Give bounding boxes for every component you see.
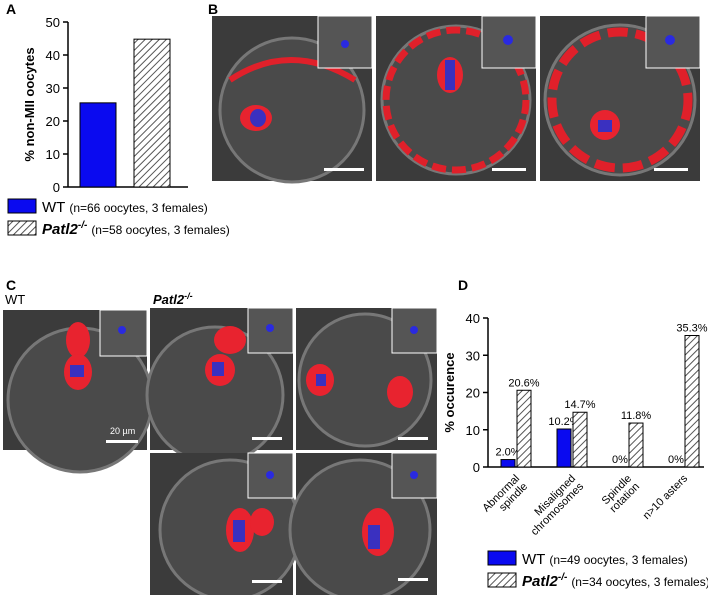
legend-sample: (n=66 oocytes, 3 females): [69, 201, 207, 215]
micrograph: [212, 15, 373, 184]
panel-label: D: [458, 277, 468, 293]
legend-entry: WT (n=49 oocytes, 3 females): [522, 551, 688, 568]
legend-sample: (n=34 oocytes, 3 females): [571, 575, 708, 589]
bar: [516, 389, 532, 468]
value-label: 0%: [668, 454, 684, 466]
y-tick-label: 0: [53, 180, 60, 195]
legend-sample: (n=49 oocytes, 3 females): [549, 553, 687, 567]
value-label: 35.3%: [676, 323, 707, 335]
legend-swatch: [487, 550, 517, 566]
legend-name: WT: [42, 199, 65, 216]
micrograph: [145, 307, 294, 465]
bar: [684, 335, 700, 468]
y-tick-label: 0: [473, 460, 480, 475]
value-label: 10.2%: [548, 416, 579, 428]
y-tick-label: 10: [46, 147, 60, 162]
legend-superscript: -/-: [558, 572, 568, 583]
y-axis-label: % occurence: [442, 352, 457, 432]
legend-sample: (n=58 oocytes, 3 females): [91, 223, 229, 237]
y-tick-label: 10: [466, 423, 480, 438]
y-tick-label: 20: [466, 386, 480, 401]
legend-entry: Patl2-/- (n=58 oocytes, 3 females): [42, 220, 230, 238]
y-tick-label: 30: [46, 81, 60, 96]
legend-superscript: -/-: [78, 220, 88, 231]
y-tick-label: 40: [466, 311, 480, 326]
micrograph: [296, 307, 438, 450]
value-label: 2.0%: [495, 447, 520, 459]
legend-name: Patl2: [522, 573, 559, 590]
micrograph: [288, 452, 438, 595]
group-label: Patl2-/-: [153, 291, 193, 307]
panel-label: B: [208, 1, 218, 17]
value-label: 0%: [612, 454, 628, 466]
legend-entry: Patl2-/- (n=34 oocytes, 3 females): [522, 572, 708, 590]
y-tick-label: 30: [466, 348, 480, 363]
micrograph: [150, 452, 302, 595]
bar: [500, 459, 516, 468]
legend-swatch: [487, 572, 517, 588]
value-label: 20.6%: [508, 377, 539, 389]
panel-label: C: [6, 277, 16, 293]
bar: [556, 428, 572, 468]
group-label: WT: [5, 292, 25, 307]
x-tick-label: n>10 asters: [641, 472, 691, 522]
legend-swatch: [7, 220, 37, 236]
bar: [79, 102, 117, 188]
panel-label: A: [6, 1, 16, 17]
bar: [572, 411, 588, 468]
legend-entry: WT (n=66 oocytes, 3 females): [42, 199, 208, 216]
value-label: 14.7%: [564, 399, 595, 411]
micrograph: [540, 15, 701, 181]
bar: [628, 422, 644, 468]
y-tick-label: 40: [46, 48, 60, 63]
y-tick-label: 50: [46, 15, 60, 30]
micrograph: 20 µm: [3, 309, 154, 474]
micrograph: [376, 15, 537, 181]
legend-name: Patl2: [42, 221, 79, 238]
y-tick-label: 20: [46, 114, 60, 129]
scale-bar-label: 20 µm: [110, 426, 135, 436]
y-axis-label: % non-MII oocytes: [22, 47, 37, 161]
legend-name: WT: [522, 551, 545, 568]
value-label: 11.8%: [621, 410, 652, 422]
legend-swatch: [7, 198, 37, 214]
bar: [133, 38, 171, 188]
